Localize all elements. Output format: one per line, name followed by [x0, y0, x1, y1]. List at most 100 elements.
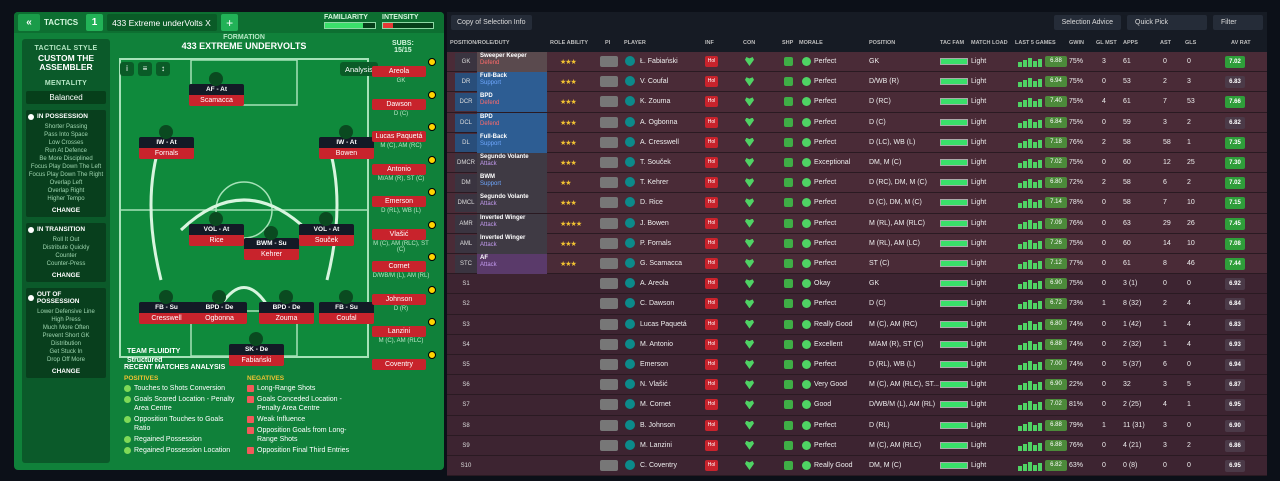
column-header[interactable]: POSITION [869, 40, 896, 46]
pi-icon[interactable] [600, 439, 618, 451]
column-header[interactable]: INF [705, 40, 714, 46]
player-name[interactable]: T. Souček [640, 159, 671, 166]
pi-icon[interactable] [600, 379, 618, 391]
change-in-possession-button[interactable]: CHANGE [51, 207, 81, 214]
column-header[interactable]: GLS [1185, 40, 1197, 46]
table-row[interactable]: S2 C. Dawson Hol Perfect D (C) Light 6.72 73% 1 8… [447, 294, 1267, 315]
column-header[interactable]: SHP [782, 40, 794, 46]
selection-advice-button[interactable]: Selection Advice [1053, 15, 1121, 30]
player-role[interactable]: IW - At [319, 137, 374, 148]
add-tactic-button[interactable]: + [221, 14, 239, 31]
column-header[interactable]: AST [1160, 40, 1171, 46]
player-role[interactable]: FB - Su [319, 302, 374, 313]
role-duty[interactable]: Full-Back Support [477, 132, 547, 153]
role-duty[interactable]: Segundo Volante Attack [477, 193, 547, 214]
role-duty[interactable]: Sweeper Keeper Defend [477, 52, 547, 72]
substitute-name[interactable]: Vlašić [372, 228, 426, 240]
role-duty[interactable]: Inverted Winger Attack [477, 233, 547, 254]
table-row[interactable]: S7 M. Cornet Hol Good D/WB/M (L), AM (RL) Lig… [447, 395, 1267, 416]
substitute[interactable]: Cornet D/WB/M (L), AM (RL) [370, 253, 440, 286]
player-name[interactable]: Rice [189, 235, 244, 246]
player-name[interactable]: A. Areola [640, 280, 669, 288]
position-slot[interactable]: STC [455, 255, 477, 273]
pi-icon[interactable] [600, 56, 618, 67]
player-name[interactable]: Kehrer [244, 249, 299, 260]
column-header[interactable]: CON [743, 40, 756, 46]
role-duty[interactable]: Segundo Volante Attack [477, 153, 547, 173]
player-name[interactable]: T. Kehrer [640, 179, 669, 187]
pi-icon[interactable] [600, 237, 618, 249]
player-name[interactable]: Lucas Paquetá [640, 320, 687, 328]
position-slot[interactable]: AML [455, 234, 477, 253]
substitute-name[interactable]: Emerson [372, 196, 426, 207]
table-row[interactable]: AMR Inverted Winger Attack ★★★★ J. Bowen Hol P… [447, 213, 1267, 234]
table-row[interactable]: DCL BPD Defend ★★★ A. Ogbonna Hol Perfect D (C)… [447, 112, 1267, 133]
position-slot[interactable]: S3 [462, 321, 470, 328]
pitch-player[interactable]: BWM - Su Kehrer [244, 226, 299, 260]
substitute-name[interactable]: Dawson [372, 98, 426, 110]
column-header[interactable]: PI [605, 40, 611, 46]
pitch-player[interactable]: FB - Su Cresswell [139, 290, 194, 324]
pitch-player[interactable]: IW - At Fornals [139, 125, 194, 159]
role-duty[interactable]: AF Attack [477, 254, 547, 274]
pi-icon[interactable] [600, 258, 618, 269]
pitch-player[interactable]: IW - At Bowen [319, 125, 374, 159]
table-row[interactable]: DL Full-Back Support ★★★ A. Cresswell Hol Perf… [447, 132, 1267, 153]
pi-icon[interactable] [600, 278, 618, 290]
column-header[interactable]: GWIN [1069, 40, 1084, 46]
pi-icon[interactable] [600, 460, 618, 471]
player-role[interactable]: VOL - At [299, 224, 354, 235]
player-role[interactable]: VOL - At [189, 224, 244, 235]
tactic-name-select[interactable]: 433 Extreme underVolts X [107, 14, 218, 31]
player-role[interactable]: BPD - De [192, 302, 247, 313]
player-name[interactable]: N. Vlašić [640, 381, 668, 389]
role-duty[interactable]: BWM Support [477, 173, 547, 194]
position-slot[interactable]: S1 [462, 281, 470, 288]
column-header[interactable]: AV RAT [1231, 40, 1251, 46]
player-role[interactable]: FB - Su [139, 302, 194, 313]
pitch-player[interactable]: FB - Su Coufal [319, 290, 374, 324]
substitute-name[interactable]: Johnson [372, 293, 426, 305]
role-duty[interactable]: Full-Back Support [477, 72, 547, 93]
player-name[interactable]: Scamacca [189, 95, 244, 106]
position-slot[interactable]: S10 [460, 463, 472, 469]
column-header[interactable]: LAST 5 GAMES [1015, 40, 1056, 46]
role-duty[interactable]: Inverted Winger Attack [477, 213, 547, 234]
mentality-select[interactable]: Balanced [26, 91, 106, 104]
recent-matches-title[interactable]: RECENT MATCHES ANALYSIS [124, 364, 226, 371]
player-name[interactable]: K. Zouma [640, 98, 671, 106]
substitute[interactable]: Vlašić M (C), AM (RLC), ST (C) [370, 220, 440, 254]
position-slot[interactable]: S4 [462, 341, 470, 348]
player-name[interactable]: J. Bowen [640, 219, 669, 227]
analysis-button[interactable]: Analysis [340, 62, 378, 76]
pi-icon[interactable] [600, 298, 618, 310]
table-row[interactable]: DR Full-Back Support ★★★ V. Coufal Hol Perfect… [447, 72, 1267, 93]
table-row[interactable]: GK Sweeper Keeper Defend ★★★ Ł. Fabiański Hol… [447, 52, 1267, 73]
filter-button[interactable]: Filter [1213, 15, 1263, 30]
position-slot[interactable]: DM [455, 174, 477, 193]
player-name[interactable]: V. Coufal [640, 78, 669, 86]
position-slot[interactable]: DCL [455, 113, 477, 132]
pitch-player[interactable]: BPD - De Ogbonna [192, 290, 247, 324]
tactical-style-name[interactable]: CUSTOM THE ASSEMBLER [37, 53, 95, 72]
table-row[interactable]: DM BWM Support ★★ T. Kehrer Hol Perfect D (RC),… [447, 173, 1267, 194]
player-name[interactable]: Zouma [259, 313, 314, 324]
role-duty[interactable]: BPD Defend [477, 92, 547, 113]
player-name[interactable]: P. Fornals [640, 239, 671, 247]
player-name[interactable]: A. Ogbonna [640, 118, 678, 126]
pi-icon[interactable] [600, 399, 618, 411]
player-name[interactable]: A. Cresswell [640, 138, 679, 146]
player-name[interactable]: Fabiański [229, 355, 284, 366]
substitute-name[interactable]: Cornet [372, 261, 426, 272]
pi-icon[interactable] [600, 197, 618, 209]
quick-pick-button[interactable]: Quick Pick [1127, 15, 1207, 30]
table-row[interactable]: DMCR Segundo Volante Attack ★★★ T. Souček Hol… [447, 153, 1267, 174]
substitute-name[interactable]: Lucas Paquetá [372, 131, 426, 142]
player-name[interactable]: Bowen [319, 148, 374, 159]
info-icon[interactable]: i [120, 62, 134, 76]
pi-icon[interactable] [600, 116, 618, 128]
player-role[interactable]: IW - At [139, 137, 194, 148]
player-name[interactable]: M. Antonio [640, 340, 674, 348]
view-select[interactable]: Copy of Selection Info [451, 15, 532, 30]
position-slot[interactable]: DL [455, 133, 477, 152]
